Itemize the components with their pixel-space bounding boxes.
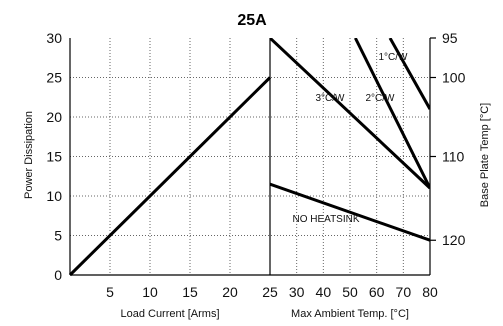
x-tick-label: 20: [222, 284, 238, 300]
annotation-2-c-w: 2°C/W: [366, 93, 396, 104]
x-tick-label: 40: [316, 284, 332, 300]
y-right-tick-label: 120: [442, 232, 466, 248]
series-group: [68, 38, 430, 277]
x-axis-label-ambient-temp: Max Ambient Temp. [°C]: [291, 308, 409, 320]
y-right-tick-label: 95: [442, 30, 458, 46]
x-tick-label: 15: [182, 284, 198, 300]
series-line-no-heatsink: [270, 182, 430, 242]
y-tick-label: 20: [46, 109, 62, 125]
series-line-2-c-w: [353, 38, 430, 189]
annotation-no-heatsink: NO HEATSINK: [292, 214, 359, 225]
y-axis-label-base-plate: Base Plate Temp [°C]: [479, 103, 491, 207]
y-tick-label: 25: [46, 70, 62, 86]
x-tick-label: 10: [142, 284, 158, 300]
series-line-load: [68, 76, 272, 277]
ticks: 0 5 10 15 20 25 30 95 100 110 120 5 10 15 20 25 30 40 50 60…: [46, 30, 465, 300]
series-line-1-c-w: [388, 38, 430, 110]
x-tick-label: 70: [396, 284, 412, 300]
annotation-3-c-w: 3°C/W: [316, 93, 346, 104]
annotation-1-c-w: 1°C/W: [379, 52, 409, 63]
y-tick-label: 5: [54, 228, 62, 244]
y-right-tick-label: 100: [442, 70, 466, 86]
x-tick-label: 80: [422, 284, 438, 300]
x-axis-label-load-current: Load Current [Arms]: [120, 308, 219, 320]
annotations: 3°C/W 2°C/W 1°C/W NO HEATSINK: [292, 52, 408, 225]
y-axis-label-power: Power Dissipation: [23, 111, 35, 199]
series-line-3-c-w: [270, 38, 430, 190]
y-right-tick-label: 110: [442, 149, 465, 165]
x-tick-label: 60: [369, 284, 385, 300]
x-tick-label: 25: [262, 284, 278, 300]
y-tick-label: 10: [46, 188, 62, 204]
chart-title: 25A: [237, 12, 267, 29]
x-tick-label: 30: [289, 284, 305, 300]
grid: [70, 38, 430, 275]
y-tick-label: 15: [46, 149, 62, 165]
x-tick-label: 50: [342, 284, 358, 300]
y-tick-label: 0: [54, 267, 62, 283]
x-tick-label: 5: [106, 284, 114, 300]
y-tick-label: 30: [46, 30, 62, 46]
